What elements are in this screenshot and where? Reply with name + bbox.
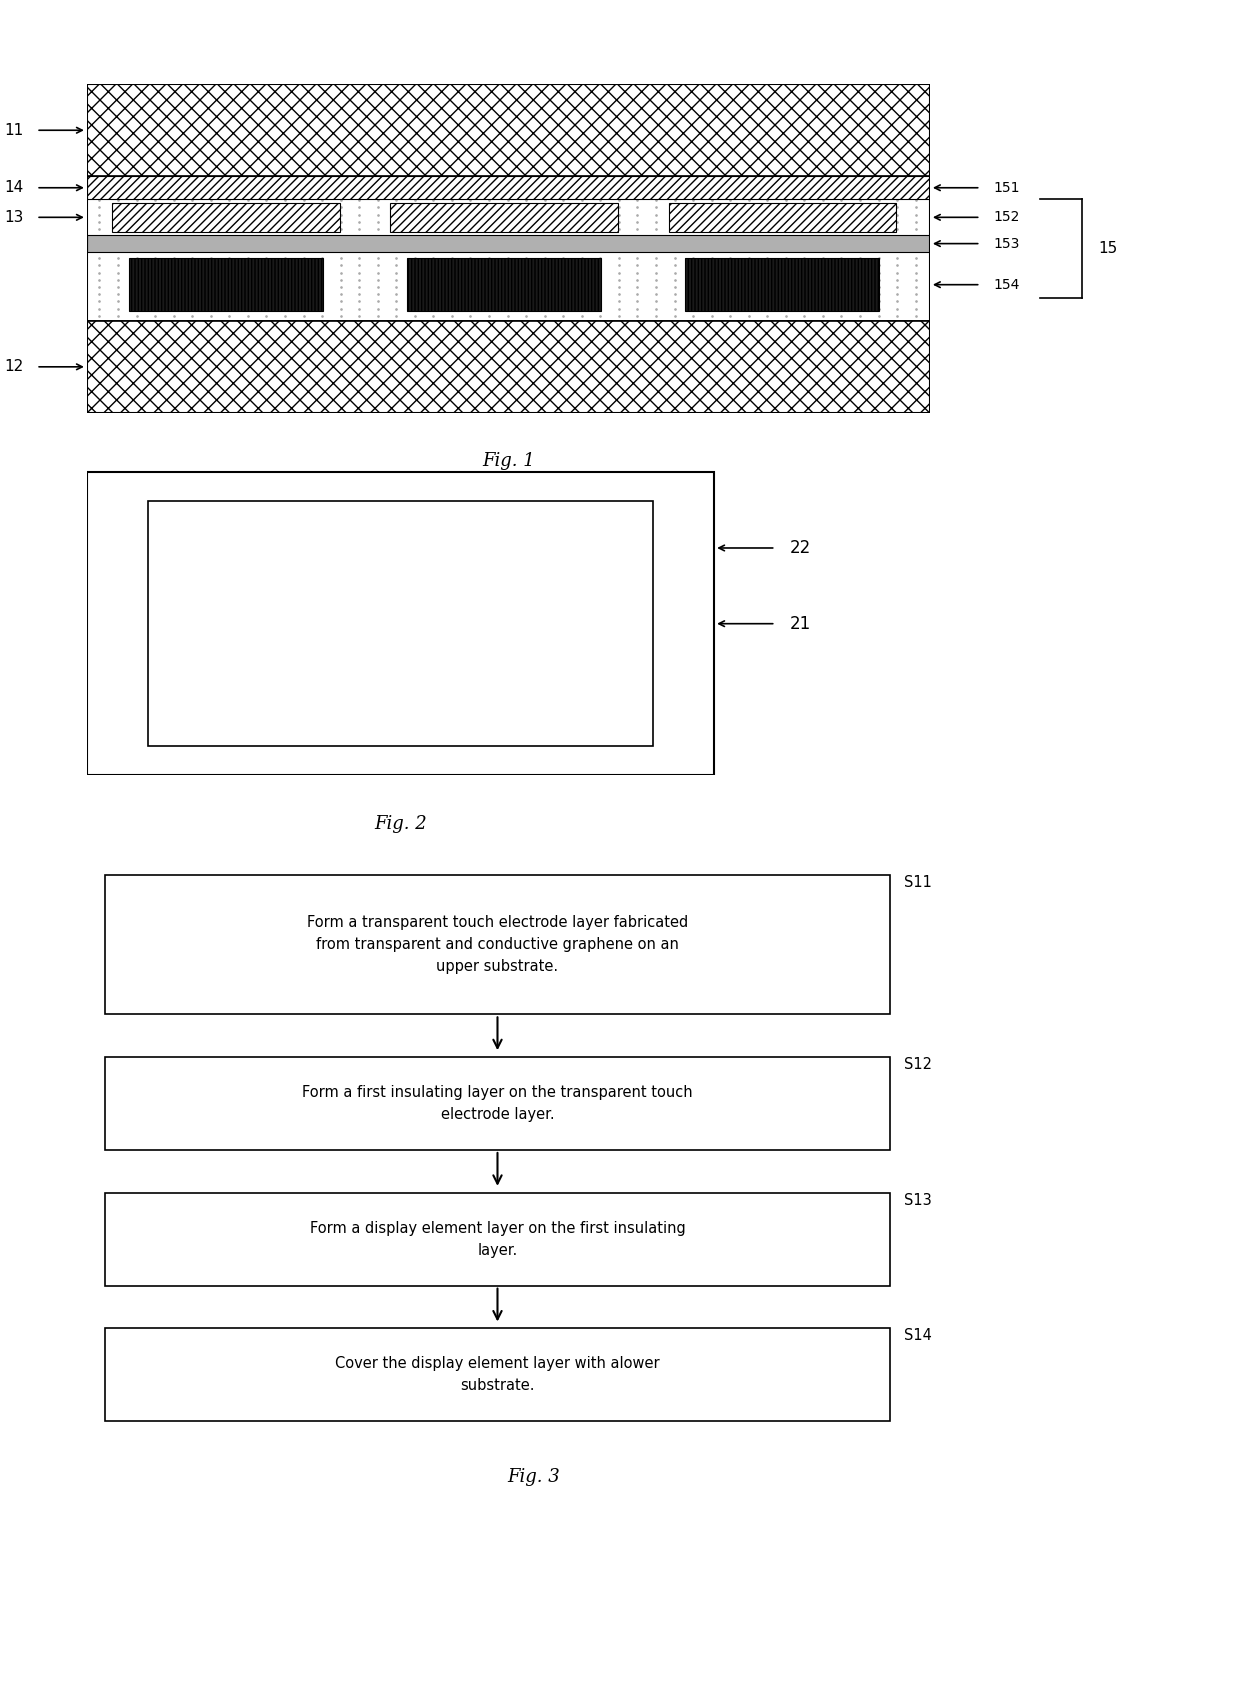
Bar — [668, 202, 897, 233]
Bar — [104, 1328, 890, 1422]
Text: S13: S13 — [904, 1193, 931, 1208]
Text: 153: 153 — [993, 236, 1019, 251]
Text: 15: 15 — [1099, 241, 1118, 256]
Text: S12: S12 — [904, 1056, 931, 1072]
Bar — [149, 500, 653, 746]
Bar — [87, 177, 930, 320]
Text: S11: S11 — [904, 875, 931, 890]
Text: Cover the display element layer with alower
substrate.: Cover the display element layer with alo… — [335, 1356, 660, 1393]
Bar — [407, 258, 601, 312]
Text: Form a transparent touch electrode layer fabricated
from transparent and conduct: Form a transparent touch electrode layer… — [306, 915, 688, 974]
Text: 13: 13 — [4, 211, 24, 224]
Bar — [104, 1193, 890, 1286]
Text: 154: 154 — [993, 278, 1019, 292]
Text: 11: 11 — [4, 123, 24, 138]
Text: Form a display element layer on the first insulating
layer.: Form a display element layer on the firs… — [310, 1220, 686, 1257]
Text: 22: 22 — [790, 539, 811, 558]
Text: 14: 14 — [4, 180, 24, 195]
Text: Form a first insulating layer on the transparent touch
electrode layer.: Form a first insulating layer on the tra… — [303, 1085, 693, 1122]
Bar — [87, 84, 930, 177]
Text: 12: 12 — [4, 359, 24, 374]
Text: Fig. 2: Fig. 2 — [374, 816, 427, 832]
Bar — [87, 320, 930, 413]
Bar — [112, 202, 340, 233]
Text: Fig. 1: Fig. 1 — [482, 452, 534, 470]
Text: S14: S14 — [904, 1328, 931, 1343]
Text: 152: 152 — [993, 211, 1019, 224]
Bar — [391, 202, 618, 233]
Bar — [129, 258, 322, 312]
Bar — [104, 1056, 890, 1151]
Bar — [87, 177, 930, 199]
Text: 21: 21 — [790, 615, 811, 632]
Bar — [104, 875, 890, 1014]
Text: 151: 151 — [993, 180, 1019, 195]
Bar — [87, 236, 930, 251]
Text: Fig. 3: Fig. 3 — [507, 1468, 559, 1486]
Bar — [686, 258, 879, 312]
